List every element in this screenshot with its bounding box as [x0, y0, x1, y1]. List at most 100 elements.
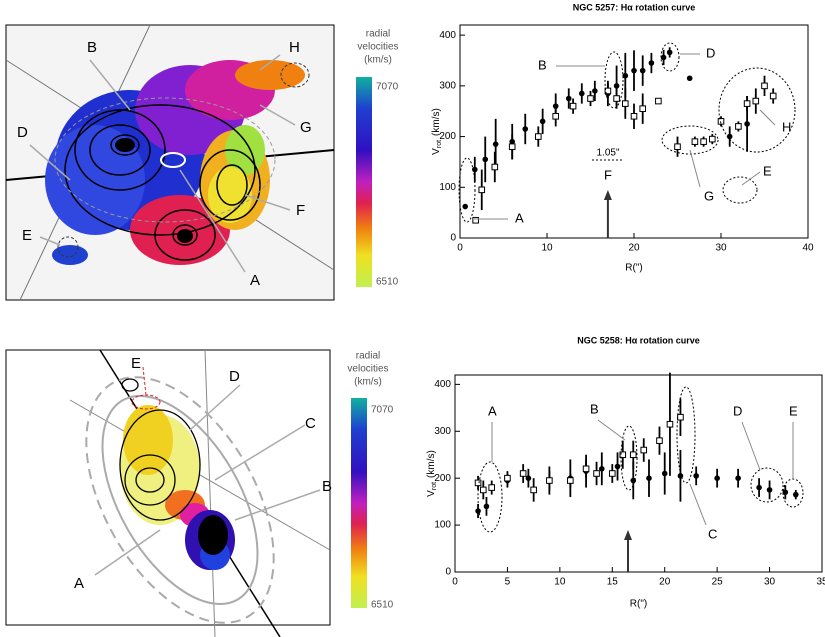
- group-label: F: [604, 167, 612, 182]
- group-outline: [676, 386, 696, 484]
- data-point: [565, 95, 572, 102]
- data-point: [782, 489, 789, 496]
- data-point: [660, 54, 667, 61]
- group-label: E: [789, 403, 798, 418]
- group-outline: [661, 125, 719, 155]
- x-tick-label: 35: [816, 577, 825, 588]
- y-axis-label: Vrot (km/s): [426, 450, 438, 497]
- data-point: [646, 475, 652, 481]
- data-point: [686, 75, 693, 82]
- data-point: [471, 166, 478, 173]
- y-axis-label: Vrot (km/s): [431, 108, 443, 155]
- colorbar: [351, 398, 367, 608]
- x-tick-label: 25: [712, 577, 724, 588]
- data-point: [546, 477, 553, 484]
- chart-title: NGC 5257: Hα rotation curve: [573, 2, 696, 12]
- data-point: [482, 156, 489, 163]
- colorbar-title: radial: [366, 29, 390, 40]
- x-tick-label: 0: [452, 577, 458, 588]
- group-label: A: [515, 210, 524, 225]
- y-tick-label: 400: [439, 30, 456, 41]
- group-outline: [477, 461, 503, 533]
- data-point: [480, 486, 487, 494]
- data-point: [639, 67, 646, 74]
- x-tick-label: 30: [715, 243, 727, 254]
- data-point: [640, 446, 648, 454]
- data-point: [599, 466, 605, 472]
- data-point: [608, 470, 616, 477]
- map-label: D: [229, 368, 240, 385]
- data-point: [735, 123, 742, 130]
- data-point: [492, 141, 499, 147]
- group-label: E: [763, 163, 772, 178]
- group-outline: [750, 467, 784, 503]
- data-point: [491, 163, 499, 171]
- data-point: [474, 479, 482, 487]
- colorbar-title: velocities: [347, 364, 388, 375]
- plot-frame: [454, 374, 823, 573]
- group-label: G: [704, 188, 714, 203]
- data-point: [478, 186, 486, 194]
- data-point: [504, 474, 511, 482]
- data-point: [761, 82, 768, 90]
- colorbar-max: 7070: [371, 405, 394, 416]
- data-point: [766, 487, 773, 493]
- leader-line: [741, 171, 761, 186]
- y-axis-subscript: rot: [431, 482, 438, 490]
- data-point: [700, 138, 707, 145]
- x-tick-label: 15: [607, 577, 619, 588]
- colorbar-title: (km/s): [354, 377, 382, 388]
- y-axis-subscript: rot: [436, 140, 443, 148]
- data-point: [552, 112, 560, 120]
- data-point: [483, 503, 490, 510]
- data-point: [613, 95, 620, 102]
- data-point: [717, 118, 725, 125]
- data-point: [592, 88, 598, 94]
- data-point: [726, 133, 733, 140]
- leader-line: [741, 421, 761, 471]
- data-point: [539, 118, 546, 125]
- group-label: D: [706, 45, 715, 60]
- data-point: [552, 103, 559, 109]
- x-tick-label: 0: [457, 243, 463, 254]
- data-point: [569, 102, 577, 110]
- y-tick-label: 100: [434, 520, 451, 531]
- data-point: [744, 121, 750, 127]
- map-label: A: [74, 575, 84, 592]
- group-outline: [660, 42, 680, 72]
- arrow-head: [624, 530, 633, 540]
- group-outline: [782, 478, 804, 508]
- y-tick-label: 0: [445, 567, 451, 578]
- data-point: [631, 67, 637, 74]
- x-tick-label: 10: [541, 243, 553, 254]
- data-point: [714, 475, 720, 481]
- data-point: [587, 95, 594, 102]
- map-label: H: [289, 39, 300, 56]
- colorbar-title: velocities: [357, 42, 398, 53]
- y-axis-unit: (km/s): [431, 108, 442, 136]
- colorbar-title: (km/s): [364, 55, 392, 66]
- data-point: [604, 87, 612, 95]
- data-point: [488, 484, 495, 491]
- map-label: B: [322, 478, 332, 495]
- x-tick-label: 20: [659, 577, 671, 588]
- data-point: [693, 473, 699, 479]
- data-point: [622, 100, 629, 107]
- data-point: [614, 463, 621, 470]
- colorbar-min: 6510: [371, 600, 394, 611]
- group-outline: [458, 157, 476, 223]
- velocity-map-top: B H D G F E A radial velocities (km/s) 7…: [5, 24, 399, 301]
- data-point: [661, 470, 668, 477]
- data-point: [743, 100, 751, 107]
- y-tick-label: 300: [439, 80, 456, 91]
- x-tick-label: 20: [628, 243, 640, 254]
- data-point: [535, 133, 542, 140]
- data-point: [639, 105, 647, 112]
- data-point: [752, 97, 760, 105]
- data-point: [530, 486, 537, 494]
- group-label: C: [708, 526, 717, 541]
- data-point: [691, 138, 699, 145]
- data-point: [666, 420, 674, 428]
- y-tick-label: 200: [439, 131, 456, 142]
